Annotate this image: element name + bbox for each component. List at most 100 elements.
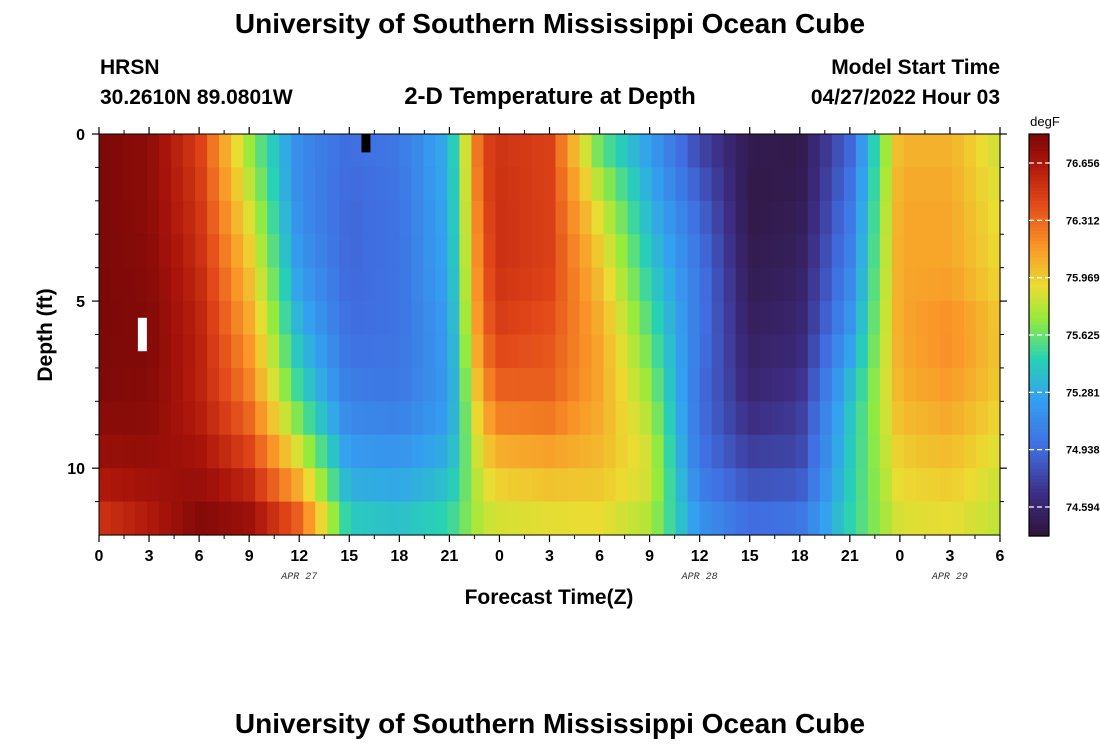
heatmap-cell (159, 334, 172, 369)
heatmap-cell (543, 468, 557, 503)
heatmap-cell (459, 434, 473, 469)
heatmap-cell (351, 267, 364, 302)
heatmap-cell (459, 501, 473, 536)
heatmap-cell (723, 334, 737, 369)
heatmap-cell (711, 234, 725, 269)
heatmap-cell (435, 134, 448, 169)
heatmap-cell (843, 367, 857, 402)
heatmap-cell (603, 334, 617, 369)
heatmap-cell (627, 167, 641, 202)
heatmap-cell (951, 134, 965, 169)
heatmap-cell (819, 200, 833, 235)
heatmap-cell (375, 301, 388, 336)
heatmap-cell (555, 200, 569, 235)
heatmap-cell (579, 234, 593, 269)
heatmap-cell (639, 267, 653, 302)
heatmap-cell (507, 234, 521, 269)
colorbar-segment (1029, 458, 1049, 463)
heatmap-cell (423, 367, 436, 402)
heatmap-cell (543, 234, 557, 269)
heatmap-cell (471, 134, 485, 169)
heatmap-cell (819, 301, 833, 336)
heatmap-cell (975, 134, 989, 169)
heatmap-cell (627, 401, 641, 436)
heatmap-cell (891, 301, 905, 336)
x-tick-label: 12 (691, 548, 709, 565)
colorbar-tick-label: 76.312 (1066, 215, 1100, 227)
heatmap-cell (531, 334, 545, 369)
heatmap-cell (795, 234, 809, 269)
heatmap-cell (303, 434, 316, 469)
heatmap-cell (963, 367, 977, 402)
heatmap-cell (675, 334, 689, 369)
heatmap-cell (831, 501, 845, 536)
colorbar-tick-label: 76.656 (1066, 158, 1100, 170)
heatmap-cell (531, 501, 545, 536)
heatmap-cell (891, 468, 905, 503)
heatmap-cell (423, 334, 436, 369)
heatmap-cell (327, 301, 340, 336)
heatmap-cell (303, 367, 316, 402)
colorbar-segment (1029, 455, 1049, 460)
heatmap-cell (135, 267, 148, 302)
colorbar-segment (1029, 432, 1049, 437)
heatmap-cell (447, 434, 460, 469)
heatmap-cell (291, 301, 304, 336)
heatmap-cell (927, 334, 941, 369)
heatmap-cell (507, 334, 521, 369)
heatmap-cell (567, 401, 581, 436)
heatmap-cell (459, 234, 473, 269)
heatmap-cell (579, 134, 593, 169)
heatmap-cell (507, 401, 521, 436)
heatmap-cell (279, 167, 292, 202)
heatmap-cell (927, 401, 941, 436)
heatmap-cell (195, 468, 208, 503)
colorbar-segment (1029, 395, 1049, 400)
heatmap-cell (279, 301, 292, 336)
date-label: APR 28 (681, 572, 718, 583)
heatmap-cell (147, 334, 160, 369)
heatmap-cell (939, 468, 953, 503)
heatmap-cell (351, 134, 364, 169)
axes: 0 3 6 9 12 15 18 21 0 3 6 9 12 15 18 21 0 3 6 APR 27 APR 28 A… (67, 127, 1007, 583)
heatmap-cell (747, 401, 761, 436)
heatmap-cell (471, 267, 485, 302)
heatmap-cell (543, 367, 557, 402)
heatmap-cell (795, 367, 809, 402)
heatmap-cell (963, 267, 977, 302)
heatmap-cell (183, 468, 196, 503)
heatmap-cell (963, 434, 977, 469)
heatmap-cell (195, 401, 208, 436)
heatmap-cell (579, 200, 593, 235)
heatmap-cell (975, 434, 989, 469)
heatmap-cell (255, 301, 268, 336)
heatmap-cell (819, 134, 833, 169)
heatmap-cell (675, 134, 689, 169)
heatmap-cell (123, 134, 136, 169)
colorbar-segment (1029, 472, 1049, 477)
heatmap-cell (615, 301, 629, 336)
heatmap-cell (315, 134, 328, 169)
heatmap-cell (819, 401, 833, 436)
x-tick-label: 6 (595, 548, 604, 565)
heatmap-cell (627, 434, 641, 469)
colorbar-segment (1029, 177, 1049, 182)
heatmap-cell (915, 501, 929, 536)
heatmap-cell (171, 468, 184, 503)
heatmap-cell (411, 367, 424, 402)
heatmap-cell (231, 134, 244, 169)
heatmap-cell (783, 167, 797, 202)
colorbar-segment (1029, 405, 1049, 410)
heatmap-cell (891, 401, 905, 436)
heatmap-cell (975, 301, 989, 336)
heatmap-cell (867, 367, 881, 402)
heatmap-cell (171, 501, 184, 536)
heatmap-cell (99, 234, 112, 269)
heatmap-cell (339, 468, 352, 503)
y-tick-label: 10 (67, 461, 85, 478)
heatmap-cell (519, 167, 533, 202)
heatmap-cell (303, 301, 316, 336)
heatmap-cell (219, 200, 232, 235)
heatmap-cell (903, 301, 917, 336)
heatmap-cell (987, 468, 1001, 503)
